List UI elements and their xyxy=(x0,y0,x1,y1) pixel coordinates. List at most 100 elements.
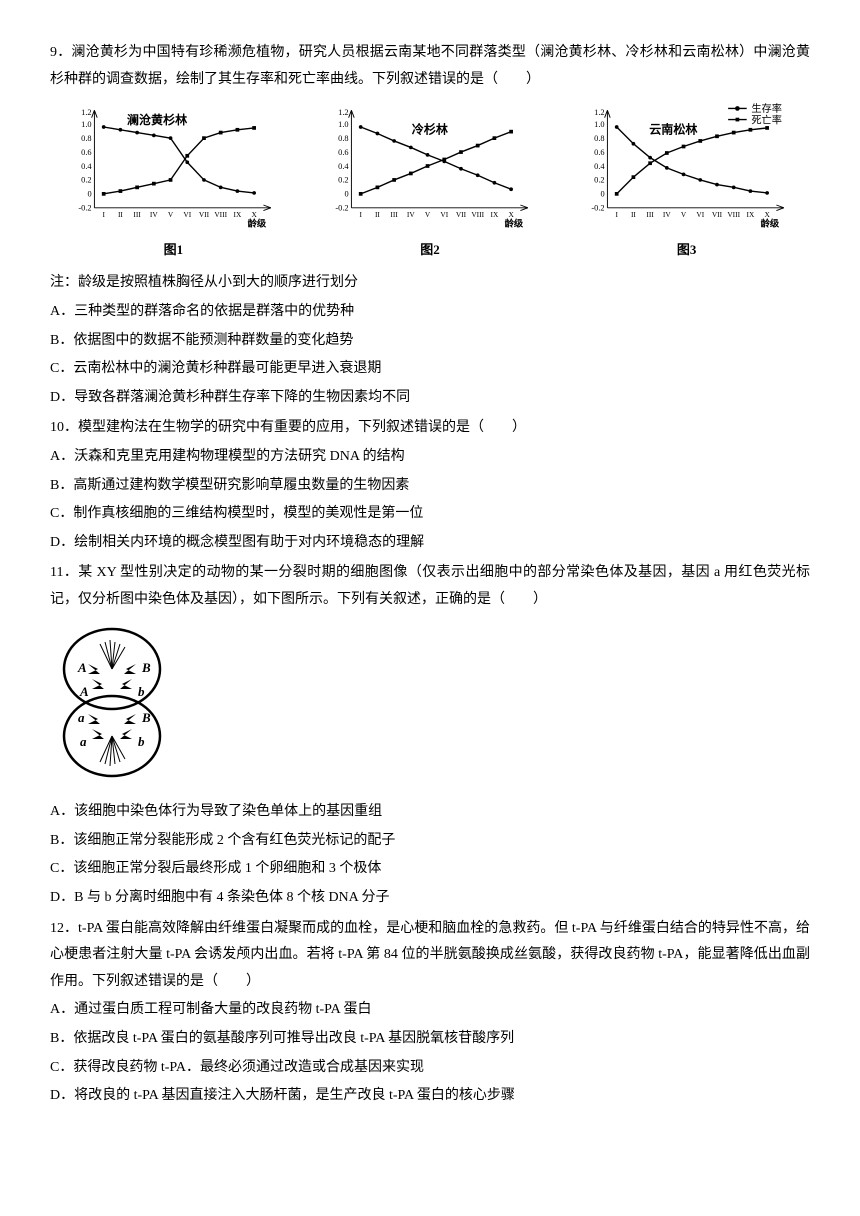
svg-text:X: X xyxy=(765,210,771,219)
svg-text:IX: IX xyxy=(747,210,755,219)
svg-text:VIII: VIII xyxy=(471,210,484,219)
q9-text: 9．澜沧黄杉为中国特有珍稀濒危植物，研究人员根据云南某地不同群落类型（澜沧黄杉林… xyxy=(50,40,810,93)
svg-text:IV: IV xyxy=(150,210,158,219)
svg-text:II: II xyxy=(375,210,380,219)
svg-text:0: 0 xyxy=(344,190,348,199)
q12-text: 12．t-PA 蛋白能高效降解由纤维蛋白凝聚而成的血栓，是心梗和脑血栓的急救药。… xyxy=(50,916,810,996)
svg-text:云南松林: 云南松林 xyxy=(650,122,699,137)
q11-text: 11．某 XY 型性别决定的动物的某一分裂时期的细胞图像（仅表示出细胞中的部分常… xyxy=(50,560,810,613)
svg-text:VII: VII xyxy=(199,210,210,219)
svg-text:龄级: 龄级 xyxy=(761,218,780,230)
chart-1-label: 图1 xyxy=(50,238,297,263)
q9-option-c: C．云南松林中的澜沧黄杉种群最可能更早进入衰退期 xyxy=(50,356,810,383)
svg-text:V: V xyxy=(681,210,687,219)
svg-text:0.8: 0.8 xyxy=(81,134,91,143)
svg-text:B: B xyxy=(141,660,151,675)
svg-text:b: b xyxy=(138,684,145,699)
svg-text:V: V xyxy=(168,210,174,219)
svg-text:X: X xyxy=(251,210,257,219)
svg-text:b: b xyxy=(138,734,145,749)
svg-text:VII: VII xyxy=(712,210,723,219)
svg-text:-0.2: -0.2 xyxy=(592,204,605,213)
svg-text:V: V xyxy=(425,210,431,219)
svg-text:0.4: 0.4 xyxy=(338,162,349,171)
cell-diagram: A B A b a B a b xyxy=(50,624,810,790)
q10-option-b: B．高斯通过建构数学模型研究影响草履虫数量的生物因素 xyxy=(50,473,810,500)
chart-2-svg: -0.200.2 0.40.60.8 1.01.2 IIIIII IVVVI V… xyxy=(307,101,554,231)
svg-text:a: a xyxy=(78,710,85,725)
svg-text:A: A xyxy=(77,660,87,675)
q9-note: 注：龄级是按照植株胸径从小到大的顺序进行划分 xyxy=(50,270,810,297)
svg-text:1.0: 1.0 xyxy=(81,120,91,129)
svg-text:0.4: 0.4 xyxy=(595,162,606,171)
svg-text:II: II xyxy=(118,210,123,219)
chart-1-svg: -0.200.2 0.40.60.8 1.01.2 IIIIII IVVVI V… xyxy=(50,101,297,231)
svg-text:0.8: 0.8 xyxy=(338,134,348,143)
svg-text:III: III xyxy=(647,210,655,219)
chart-2: -0.200.2 0.40.60.8 1.01.2 IIIIII IVVVI V… xyxy=(307,101,554,262)
svg-text:VI: VI xyxy=(183,210,191,219)
svg-text:0.4: 0.4 xyxy=(81,162,92,171)
svg-text:龄级: 龄级 xyxy=(504,218,523,230)
svg-text:VII: VII xyxy=(456,210,467,219)
question-11: 11．某 XY 型性别决定的动物的某一分裂时期的细胞图像（仅表示出细胞中的部分常… xyxy=(50,560,810,911)
svg-text:0.2: 0.2 xyxy=(338,176,348,185)
chart-3: 生存率 死亡率 -0.200.2 0.40.60.8 1.01.2 IIIIII… xyxy=(563,101,810,262)
q11-option-a: A．该细胞中染色体行为导致了染色单体上的基因重组 xyxy=(50,799,810,826)
svg-text:澜沧黄杉林: 澜沧黄杉林 xyxy=(127,112,188,127)
svg-text:龄级: 龄级 xyxy=(248,218,267,230)
chart-3-label: 图3 xyxy=(563,238,810,263)
svg-text:II: II xyxy=(631,210,636,219)
q10-text: 10．模型建构法在生物学的研究中有重要的应用，下列叙述错误的是（ ） xyxy=(50,415,810,442)
svg-text:1.0: 1.0 xyxy=(595,120,605,129)
q10-option-a: A．沃森和克里克用建构物理模型的方法研究 DNA 的结构 xyxy=(50,444,810,471)
charts-container: -0.200.2 0.40.60.8 1.01.2 IIIIII IVVVI V… xyxy=(50,101,810,262)
svg-text:IX: IX xyxy=(233,210,241,219)
q11-option-c: C．该细胞正常分裂后最终形成 1 个卵细胞和 3 个极体 xyxy=(50,856,810,883)
svg-text:VIII: VIII xyxy=(214,210,227,219)
svg-text:1.2: 1.2 xyxy=(595,108,605,117)
q10-option-c: C．制作真核细胞的三维结构模型时，模型的美观性是第一位 xyxy=(50,501,810,528)
q12-option-c: C．获得改良药物 t-PA．最终必须通过改造或合成基因来实现 xyxy=(50,1055,810,1082)
question-12: 12．t-PA 蛋白能高效降解由纤维蛋白凝聚而成的血栓，是心梗和脑血栓的急救药。… xyxy=(50,916,810,1110)
svg-text:a: a xyxy=(80,734,87,749)
q11-option-b: B．该细胞正常分裂能形成 2 个含有红色荧光标记的配子 xyxy=(50,828,810,855)
svg-text:0: 0 xyxy=(87,190,91,199)
chart-3-svg: 生存率 死亡率 -0.200.2 0.40.60.8 1.01.2 IIIIII… xyxy=(563,101,810,231)
svg-text:A: A xyxy=(79,684,89,699)
question-9: 9．澜沧黄杉为中国特有珍稀濒危植物，研究人员根据云南某地不同群落类型（澜沧黄杉林… xyxy=(50,40,810,411)
svg-text:0.2: 0.2 xyxy=(81,176,91,185)
svg-text:冷杉林: 冷杉林 xyxy=(411,122,448,137)
svg-text:VI: VI xyxy=(697,210,705,219)
svg-text:VI: VI xyxy=(440,210,448,219)
svg-text:0.8: 0.8 xyxy=(595,134,605,143)
chart-2-label: 图2 xyxy=(307,238,554,263)
svg-text:生存率: 生存率 xyxy=(752,102,783,115)
svg-text:X: X xyxy=(508,210,514,219)
q12-option-b: B．依据改良 t-PA 蛋白的氨基酸序列可推导出改良 t-PA 基因脱氧核苷酸序… xyxy=(50,1026,810,1053)
svg-text:-0.2: -0.2 xyxy=(335,204,348,213)
svg-text:IV: IV xyxy=(407,210,415,219)
q9-option-d: D．导致各群落澜沧黄杉种群生存率下降的生物因素均不同 xyxy=(50,385,810,412)
q12-option-d: D．将改良的 t-PA 基因直接注入大肠杆菌，是生产改良 t-PA 蛋白的核心步… xyxy=(50,1083,810,1110)
q10-option-d: D．绘制相关内环境的概念模型图有助于对内环境稳态的理解 xyxy=(50,530,810,557)
svg-text:0.2: 0.2 xyxy=(595,176,605,185)
svg-text:III: III xyxy=(133,210,141,219)
svg-text:1.2: 1.2 xyxy=(81,108,91,117)
svg-text:B: B xyxy=(141,710,151,725)
question-10: 10．模型建构法在生物学的研究中有重要的应用，下列叙述错误的是（ ） A．沃森和… xyxy=(50,415,810,556)
svg-text:0.6: 0.6 xyxy=(595,148,605,157)
svg-text:0.6: 0.6 xyxy=(81,148,91,157)
q12-option-a: A．通过蛋白质工程可制备大量的改良药物 t-PA 蛋白 xyxy=(50,997,810,1024)
cell-diagram-svg: A B A b a B a b xyxy=(50,624,175,779)
svg-text:VIII: VIII xyxy=(728,210,741,219)
svg-text:0: 0 xyxy=(601,190,605,199)
svg-text:-0.2: -0.2 xyxy=(78,204,91,213)
svg-text:1.2: 1.2 xyxy=(338,108,348,117)
svg-text:III: III xyxy=(390,210,398,219)
svg-text:IX: IX xyxy=(490,210,498,219)
svg-text:0.6: 0.6 xyxy=(338,148,348,157)
q11-option-d: D．B 与 b 分离时细胞中有 4 条染色体 8 个核 DNA 分子 xyxy=(50,885,810,912)
svg-text:IV: IV xyxy=(663,210,671,219)
svg-text:死亡率: 死亡率 xyxy=(752,113,783,126)
